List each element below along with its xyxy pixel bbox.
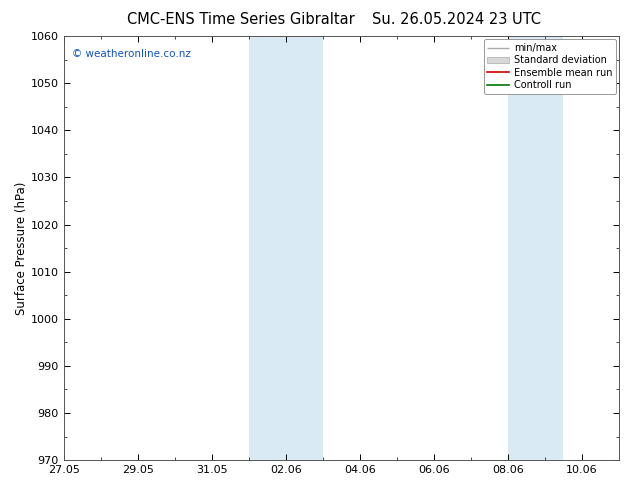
Bar xyxy=(508,36,564,460)
Bar xyxy=(249,36,323,460)
Text: CMC-ENS Time Series Gibraltar: CMC-ENS Time Series Gibraltar xyxy=(127,12,355,27)
Legend: min/max, Standard deviation, Ensemble mean run, Controll run: min/max, Standard deviation, Ensemble me… xyxy=(484,39,616,94)
Text: Su. 26.05.2024 23 UTC: Su. 26.05.2024 23 UTC xyxy=(372,12,541,27)
Y-axis label: Surface Pressure (hPa): Surface Pressure (hPa) xyxy=(15,181,28,315)
Text: © weatheronline.co.nz: © weatheronline.co.nz xyxy=(72,49,191,59)
